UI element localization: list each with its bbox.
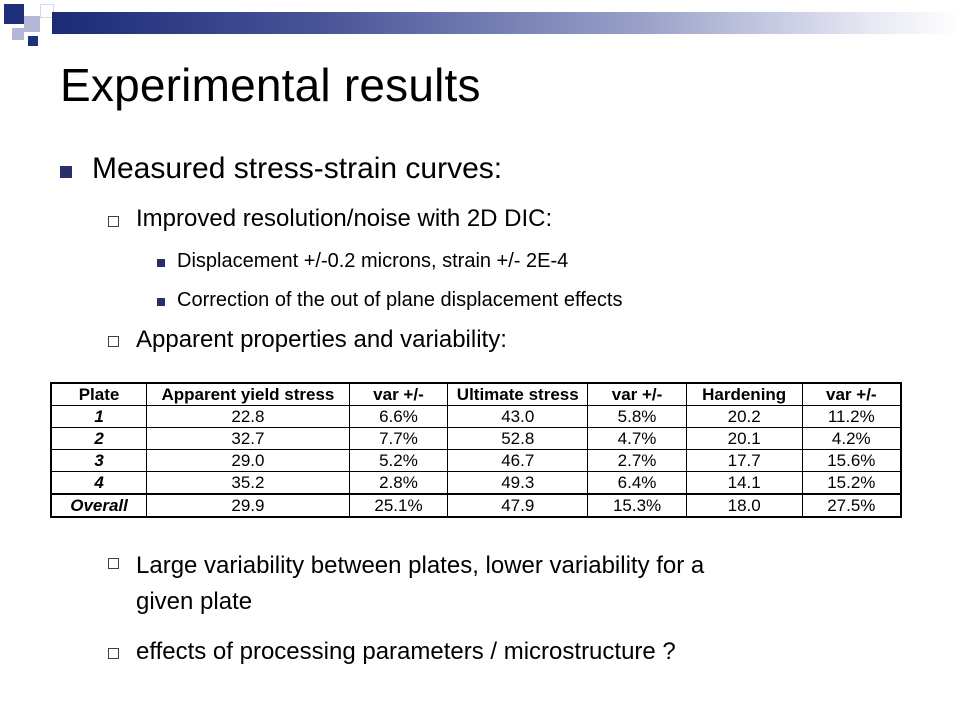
cell-yield: 35.2	[146, 471, 350, 495]
cell-ultimate: 43.0	[447, 405, 589, 428]
cell-plate: 2	[50, 427, 148, 450]
cell-hardening: 18.0	[685, 493, 803, 518]
sub-sub-bullet-correction: Correction of the out of plane displacem…	[177, 289, 623, 311]
bullet-square-icon	[60, 166, 72, 178]
cell-var: 11.2%	[801, 405, 902, 428]
cell-ultimate: 46.7	[447, 449, 589, 472]
properties-table: Plate Apparent yield stress var +/- Ulti…	[50, 382, 902, 518]
cell-ultimate: 52.8	[447, 427, 589, 450]
cell-yield: 29.0	[146, 449, 350, 472]
cell-var: 4.7%	[587, 427, 687, 450]
cell-ultimate: 49.3	[447, 471, 589, 495]
decor-square	[28, 36, 38, 46]
cell-var: 27.5%	[801, 493, 902, 518]
bullet-square-icon	[157, 259, 165, 267]
hollow-square-bullet-icon	[108, 648, 119, 659]
cell-hardening: 20.2	[685, 405, 803, 428]
cell-plate: 4	[50, 471, 148, 495]
decor-square	[40, 4, 54, 18]
header-apparent-yield-stress: Apparent yield stress	[146, 382, 350, 406]
table-row: 1 22.8 6.6% 43.0 5.8% 20.2 11.2%	[50, 405, 902, 428]
cell-var: 7.7%	[348, 427, 449, 450]
cell-yield: 32.7	[146, 427, 350, 450]
hollow-square-bullet-icon	[108, 216, 119, 227]
table-row: 2 32.7 7.7% 52.8 4.7% 20.1 4.2%	[50, 427, 902, 450]
decor-square	[12, 28, 24, 40]
header-ultimate-stress: Ultimate stress	[447, 382, 589, 406]
cell-hardening: 20.1	[685, 427, 803, 450]
slide-title: Experimental results	[60, 59, 481, 111]
cell-hardening: 17.7	[685, 449, 803, 472]
cell-plate: Overall	[50, 493, 148, 518]
header-gradient-bar	[52, 12, 960, 34]
header-var: var +/-	[587, 382, 687, 406]
sub-bullet-resolution: Improved resolution/noise with 2D DIC:	[136, 205, 553, 232]
bullet-square-icon	[157, 298, 165, 306]
cell-ultimate: 47.9	[447, 493, 589, 518]
cell-var: 4.2%	[801, 427, 902, 450]
sub-bullet-variability-line2: given plate	[136, 588, 253, 615]
decor-square	[24, 16, 40, 32]
sub-bullet-effects: effects of processing parameters / micro…	[136, 638, 676, 665]
cell-hardening: 14.1	[685, 471, 803, 495]
cell-yield: 29.9	[146, 493, 350, 518]
cell-yield: 22.8	[146, 405, 350, 428]
header-plate: Plate	[50, 382, 148, 406]
decor-square	[4, 4, 24, 24]
sub-bullet-variability: Large variability between plates, lower …	[136, 552, 704, 616]
sub-sub-bullet-displacement: Displacement +/-0.2 microns, strain +/- …	[177, 250, 569, 272]
cell-var: 15.2%	[801, 471, 902, 495]
cell-var: 25.1%	[348, 493, 449, 518]
cell-var: 5.2%	[348, 449, 449, 472]
header-hardening: Hardening	[685, 382, 803, 406]
sub-bullet-properties: Apparent properties and variability:	[136, 326, 507, 353]
table-row: 4 35.2 2.8% 49.3 6.4% 14.1 15.2%	[50, 471, 902, 495]
cell-var: 6.6%	[348, 405, 449, 428]
sub-bullet-variability-line1: Large variability between plates, lower …	[136, 552, 705, 579]
hollow-square-bullet-icon	[108, 336, 119, 347]
cell-var: 6.4%	[587, 471, 687, 495]
bullet-main: Measured stress-strain curves:	[92, 152, 503, 185]
table-header-row: Plate Apparent yield stress var +/- Ulti…	[50, 382, 902, 406]
hollow-square-bullet-icon	[108, 558, 119, 569]
cell-plate: 3	[50, 449, 148, 472]
header-var: var +/-	[801, 382, 902, 406]
cell-plate: 1	[50, 405, 148, 428]
cell-var: 2.8%	[348, 471, 449, 495]
cell-var: 15.6%	[801, 449, 902, 472]
header-var: var +/-	[348, 382, 449, 406]
cell-var: 2.7%	[587, 449, 687, 472]
table-row-overall: Overall 29.9 25.1% 47.9 15.3% 18.0 27.5%	[50, 493, 902, 518]
cell-var: 5.8%	[587, 405, 687, 428]
cell-var: 15.3%	[587, 493, 687, 518]
table-row: 3 29.0 5.2% 46.7 2.7% 17.7 15.6%	[50, 449, 902, 472]
